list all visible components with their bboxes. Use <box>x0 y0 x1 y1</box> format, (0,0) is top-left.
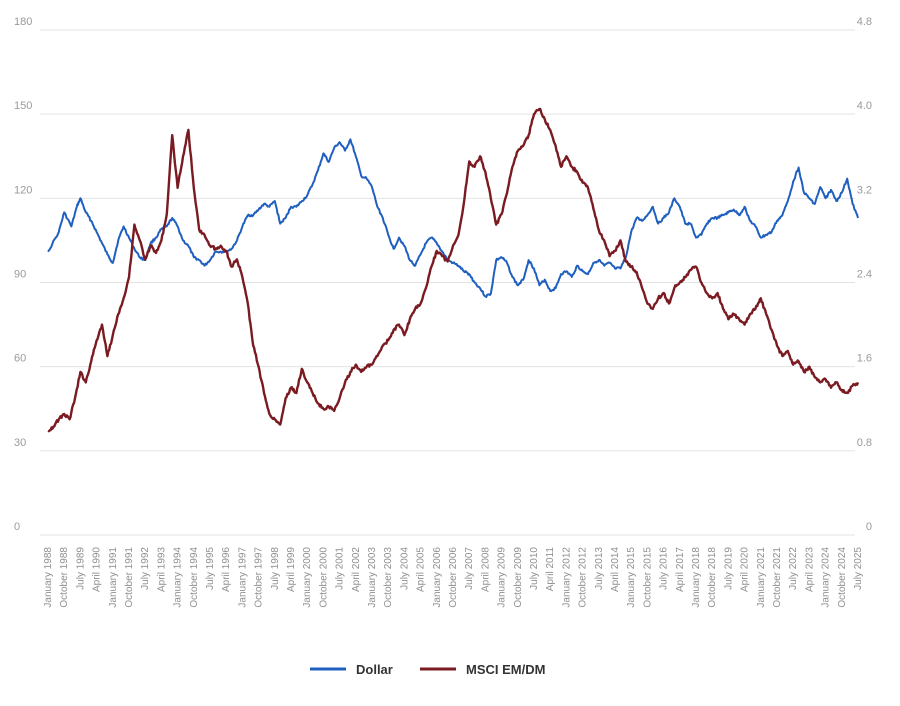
left-y-tick-label: 150 <box>14 100 32 112</box>
x-tick-label: January 2024 <box>821 547 832 608</box>
x-tick-label: January 1994 <box>173 547 184 608</box>
x-tick-label: January 2006 <box>432 547 443 608</box>
x-tick-label: January 2003 <box>367 547 378 608</box>
legend-msci-label: MSCI EM/DM <box>466 662 545 677</box>
x-tick-label: April 1999 <box>286 547 297 592</box>
legend: Dollar MSCI EM/DM <box>310 662 545 677</box>
x-tick-label: October 2012 <box>578 547 589 608</box>
right-y-tick-label: 4.8 <box>857 16 872 28</box>
left-y-tick-label: 90 <box>14 269 26 281</box>
x-tick-label: January 1991 <box>108 547 119 608</box>
right-y-tick-label: 1.6 <box>857 353 872 365</box>
series-line-dollar <box>47 138 859 298</box>
x-tick-label: July 1992 <box>140 547 151 590</box>
x-tick-label: January 1997 <box>237 547 248 608</box>
x-tick-label: April 2023 <box>804 547 815 592</box>
x-tick-label: October 1997 <box>254 547 265 608</box>
left-y-tick-label: 30 <box>14 437 26 449</box>
right-y-tick-label: 2.4 <box>857 269 872 281</box>
x-tick-label: October 2000 <box>318 547 329 608</box>
x-tick-label: July 2004 <box>399 547 410 590</box>
right-y-tick-label: 0.8 <box>857 437 872 449</box>
x-tick-label: April 2008 <box>480 547 491 592</box>
x-tick-label: April 2011 <box>545 547 556 592</box>
x-tick-label: July 1998 <box>270 547 281 590</box>
x-tick-label: July 1989 <box>75 547 86 590</box>
x-tick-label: October 1991 <box>124 547 135 608</box>
x-tick-label: October 2018 <box>707 547 718 608</box>
x-tick-label: January 2015 <box>626 547 637 608</box>
x-tick-label: April 1996 <box>221 547 232 592</box>
x-tick-label: October 2009 <box>513 547 524 608</box>
x-tick-label: April 2005 <box>416 547 427 592</box>
x-tick-label: July 2019 <box>723 547 734 590</box>
right-y-tick-label: 4.0 <box>857 100 872 112</box>
x-tick-label: July 1995 <box>205 547 216 590</box>
x-tick-label: April 2020 <box>740 547 751 592</box>
series-lines <box>47 107 860 433</box>
x-tick-label: July 2001 <box>335 547 346 590</box>
right-y-tick-label: 3.2 <box>857 184 872 196</box>
x-tick-label: January 1988 <box>43 547 54 608</box>
x-tick-label: July 2010 <box>529 547 540 590</box>
x-tick-label: January 2021 <box>756 547 767 608</box>
x-tick-label: October 2006 <box>448 547 459 608</box>
x-tick-label: April 2017 <box>675 547 686 592</box>
left-y-tick-label: 0 <box>14 521 20 533</box>
left-y-tick-label: 180 <box>14 16 32 28</box>
x-tick-label: April 2002 <box>351 547 362 592</box>
x-tick-label: July 2016 <box>659 547 670 590</box>
series-line-msci <box>47 107 860 433</box>
left-y-axis: 0 30 60 90 120 150 180 <box>14 16 32 533</box>
right-y-axis: 0 0.8 1.6 2.4 3.2 4.0 4.8 <box>857 16 872 533</box>
grid-lines <box>40 29 855 536</box>
x-tick-label: April 2014 <box>610 547 621 592</box>
legend-dollar-label: Dollar <box>356 662 393 677</box>
right-y-tick-label: 0 <box>866 521 872 533</box>
x-tick-label: July 2022 <box>788 547 799 590</box>
x-tick-label: January 2009 <box>497 547 508 608</box>
left-y-tick-label: 120 <box>14 184 32 196</box>
x-tick-label: October 1988 <box>59 547 70 608</box>
x-tick-label: January 2012 <box>561 547 572 608</box>
x-tick-label: July 2007 <box>464 547 475 590</box>
x-tick-label: October 2015 <box>642 547 653 608</box>
x-tick-label: October 2003 <box>383 547 394 608</box>
x-tick-label: October 2021 <box>772 547 783 608</box>
x-axis: January 1988 October 1988 July 1989 April 1… <box>43 547 864 608</box>
x-tick-label: April 1993 <box>156 547 167 592</box>
x-tick-label: July 2013 <box>594 547 605 590</box>
x-tick-label: October 2024 <box>837 547 848 608</box>
x-tick-label: January 2000 <box>302 547 313 608</box>
x-tick-label: October 1994 <box>189 547 200 608</box>
x-tick-label: January 2018 <box>691 547 702 608</box>
x-tick-label: July 2025 <box>853 547 864 590</box>
x-tick-label: April 1990 <box>92 547 103 592</box>
left-y-tick-label: 60 <box>14 353 26 365</box>
